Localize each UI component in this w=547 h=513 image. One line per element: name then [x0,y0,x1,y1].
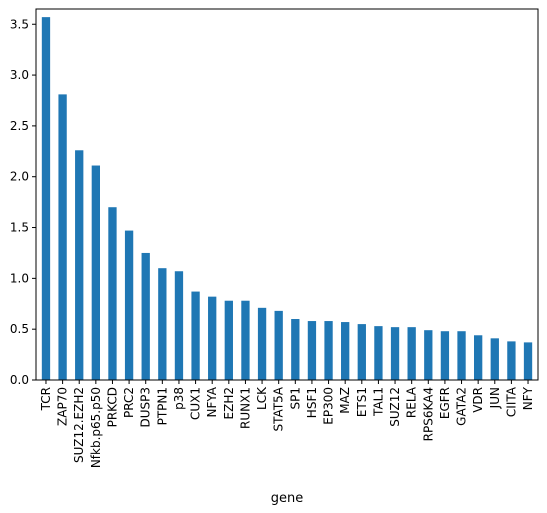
x-tick-label: PRKCD [105,387,119,427]
x-tick-label: MAZ [338,387,352,414]
x-tick-label: EP300 [322,387,336,425]
bar-Nfkb.p65.p50 [91,165,100,380]
x-tick-label: GATA2 [455,387,469,426]
x-tick-label: DUSP3 [139,387,153,428]
bar-EP300 [324,321,333,380]
x-tick-label: CUX1 [189,387,203,420]
bar-p38 [174,271,184,380]
bar-ETS1 [357,324,366,380]
x-tick-label: TAL1 [371,387,385,417]
bar-LCK [257,307,267,380]
plot-frame [35,8,539,381]
y-tick-label: 0.0 [10,373,29,387]
bar-RUNX1 [241,300,250,380]
x-tick-label: HSF1 [305,387,319,418]
bar-VDR [474,335,483,380]
bar-TAL1 [374,326,383,380]
x-tick-label: VDR [471,387,485,413]
bar-CUX1 [191,291,200,380]
bars [41,17,533,380]
bar-RELA [407,327,416,380]
bar-DUSP3 [141,252,150,380]
x-tick-label: CIITA [504,386,518,417]
bar-PRKCD [108,207,117,380]
bar-SP1 [291,319,300,380]
y-axis: 0.0 0.5 1.0 1.5 2.0 2.5 3.0 3.5 [10,17,36,387]
bar-SUZ12 [390,327,400,380]
x-tick-label: TCR [39,387,53,411]
x-axis: TCR ZAP70 SUZ12.EZH2 Nfkb.p65.p50 PRKCD PRC2 D… [39,380,535,468]
x-tick-label: RELA [405,386,419,418]
y-tick-label: 1.5 [10,221,29,235]
x-tick-label: NFY [521,386,535,410]
x-tick-label: Nfkb.p65.p50 [89,387,103,468]
y-tick-label: 1.0 [10,271,29,285]
y-tick-label: 0.5 [10,322,29,336]
bar-EZH2 [224,300,233,380]
bar-RPS6KA4 [424,330,433,380]
x-tick-label: SUZ12.EZH2 [72,387,86,463]
bar-CIITA [507,341,516,380]
x-tick-label: ETS1 [355,387,369,417]
x-tick-label: JUN [488,387,502,409]
x-tick-label: EGFR [438,387,452,419]
x-tick-label: NFYA [205,386,219,417]
bar-HSF1 [307,321,317,380]
y-tick-label: 2.5 [10,119,29,133]
x-tick-label: STAT5A [272,386,286,431]
x-tick-label: SUZ12 [388,387,402,427]
bar-NFYA [208,296,217,380]
bar-GATA2 [457,331,466,380]
bar-SUZ12.EZH2 [75,150,84,380]
bar-TCR [41,17,51,380]
x-tick-label: PRC2 [122,387,136,418]
x-tick-label: ZAP70 [56,387,70,426]
x-tick-label: EZH2 [222,387,236,419]
x-axis-label: gene [271,491,304,506]
x-tick-label: SP1 [288,387,302,410]
y-tick-label: 2.0 [10,170,29,184]
bar-MAZ [341,322,350,380]
y-tick-label: 3.5 [10,17,29,31]
x-tick-label: LCK [255,386,269,410]
x-tick-label: p38 [172,387,186,410]
bar-EGFR [440,331,450,380]
bar-NFY [523,342,533,380]
x-tick-label: PTPN1 [155,387,169,425]
bar-STAT5A [274,310,283,380]
x-tick-label: RUNX1 [238,387,252,429]
x-tick-label: RPS6KA4 [421,387,435,441]
y-tick-label: 3.0 [10,68,29,82]
bar-PTPN1 [158,268,167,380]
bar-PRC2 [124,230,134,380]
bar-ZAP70 [58,94,67,380]
bar-JUN [490,338,499,380]
